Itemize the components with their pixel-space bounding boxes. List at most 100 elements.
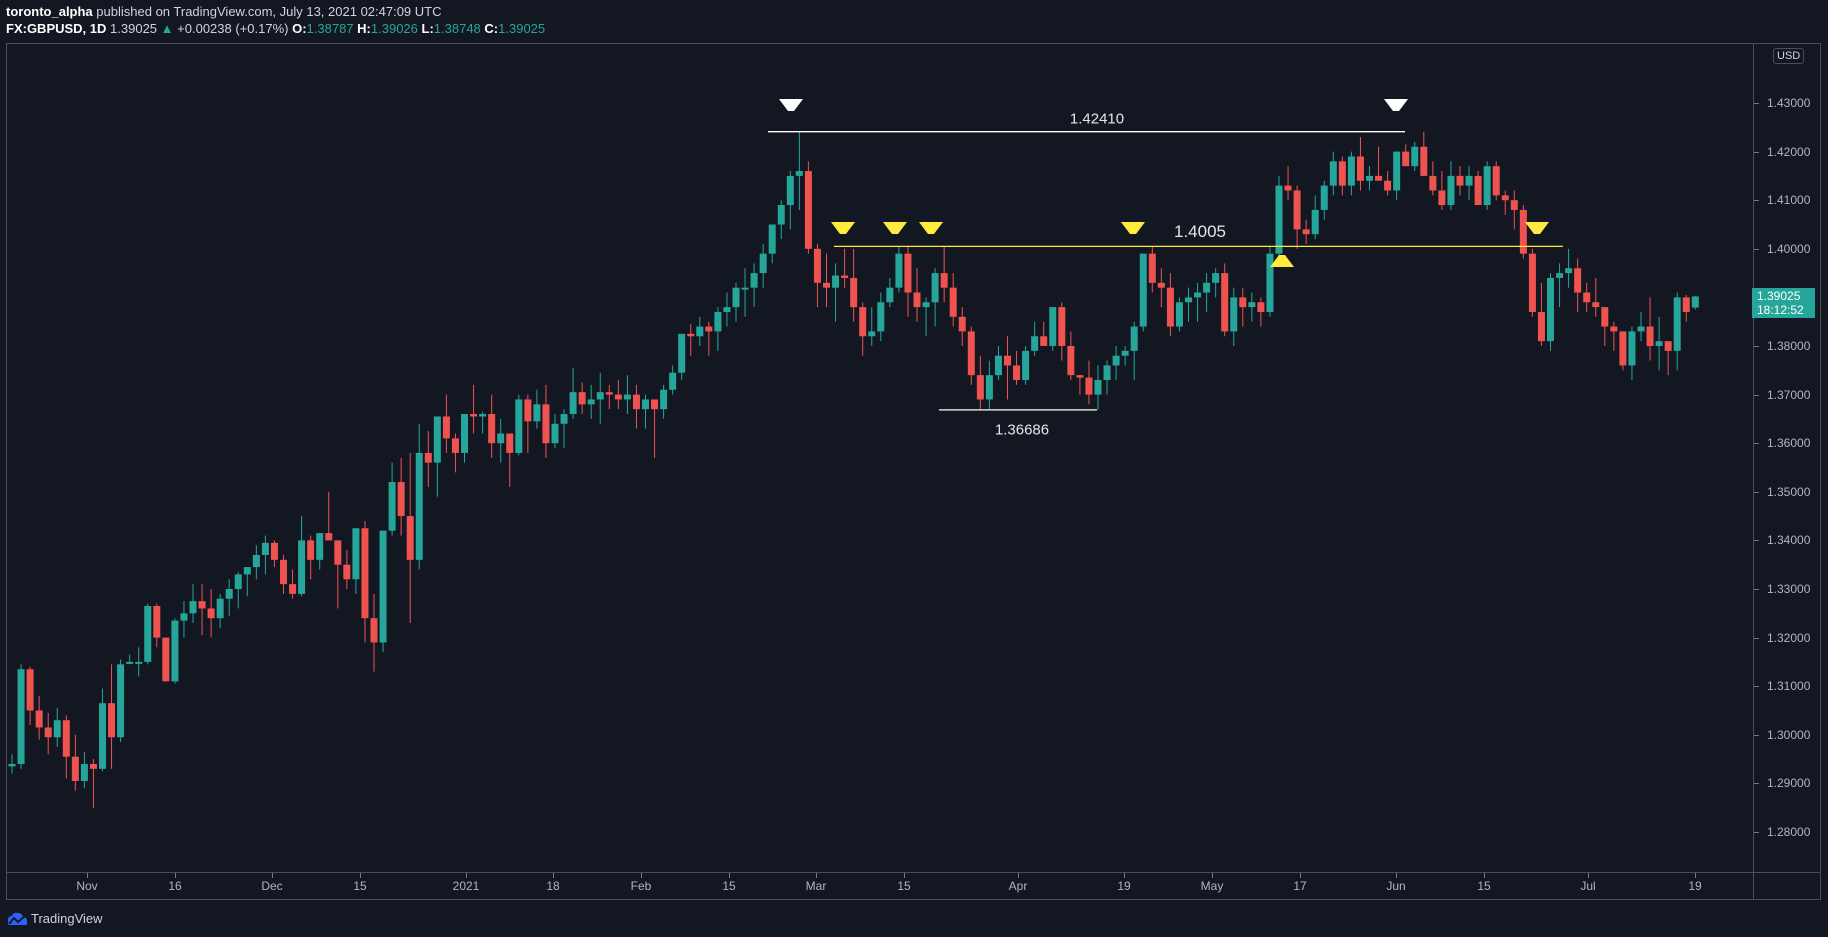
time-tick [816, 873, 817, 878]
bearish-candle [1601, 307, 1609, 346]
symbol-title[interactable]: FX:GBPUSD, 1D [6, 21, 107, 36]
last-price: 1.39025 [110, 21, 158, 36]
arrow-up-marker-icon[interactable] [1270, 255, 1294, 267]
chart-frame [6, 43, 1821, 900]
price-tick [1754, 200, 1759, 202]
bearish-candle [542, 384, 550, 458]
arrow-down-marker-icon[interactable] [919, 222, 943, 234]
bearish-candle [614, 380, 622, 410]
bullish-candle [1691, 295, 1699, 310]
bullish-candle [1139, 253, 1147, 332]
tradingview-cloud-icon [8, 912, 27, 925]
price-tick-label: 1.28000 [1767, 825, 1811, 839]
arrow-down-marker-icon[interactable] [779, 99, 803, 111]
bearish-candle [1157, 268, 1165, 308]
price-tick-label: 1.34000 [1767, 533, 1811, 548]
bearish-candle [1528, 248, 1536, 317]
time-tick [1124, 873, 1125, 878]
price-tick-label: 1.42000 [1767, 144, 1811, 159]
bullish-candle [623, 375, 631, 415]
bullish-candle [243, 567, 251, 597]
currency-badge[interactable]: USD [1773, 48, 1805, 64]
bullish-candle [1411, 141, 1419, 172]
time-tick-label: 19 [1117, 879, 1131, 893]
bullish-candle [252, 545, 260, 580]
bullish-candle [714, 307, 722, 351]
arrow-down-marker-icon[interactable] [1121, 222, 1145, 234]
bullish-candle [126, 654, 134, 665]
bullish-candle [1275, 175, 1283, 259]
arrow-down-marker-icon[interactable] [1525, 222, 1549, 234]
bullish-candle [1347, 151, 1355, 196]
bullish-candle [298, 516, 306, 597]
time-tick-label: 2021 [452, 879, 480, 893]
bullish-candle [1447, 161, 1455, 210]
bearish-candle [270, 540, 278, 568]
bullish-candle [352, 528, 360, 594]
time-tick-label: Nov [76, 879, 98, 893]
time-tick [553, 873, 554, 878]
bearish-candle [1302, 219, 1310, 244]
close-label: C: [484, 21, 499, 36]
tradingview-logo[interactable]: TradingView [6, 911, 103, 926]
bullish-candle [1031, 321, 1039, 356]
bearish-candle [976, 355, 984, 410]
arrow-down-marker-icon[interactable] [831, 222, 855, 234]
bullish-candle [795, 131, 803, 210]
bearish-candle [1402, 144, 1410, 167]
bullish-candle [1212, 268, 1220, 298]
bullish-candle [868, 307, 876, 346]
author-name[interactable]: toronto_alpha [6, 4, 93, 19]
bearish-candle [1592, 277, 1600, 317]
bearish-candle [859, 302, 867, 356]
bullish-candle [569, 367, 577, 419]
bullish-candle [225, 579, 233, 616]
bearish-candle [162, 637, 170, 682]
bearish-candle [451, 433, 459, 473]
publish-info: toronto_alpha published on TradingView.c… [6, 4, 442, 19]
price-tick-label: 1.33000 [1767, 582, 1811, 596]
bullish-candle [135, 647, 143, 677]
bearish-candle [813, 243, 821, 308]
bearish-candle [578, 382, 586, 415]
brand-name: TradingView [31, 911, 103, 926]
bearish-candle [1375, 146, 1383, 181]
time-tick-label: 15 [353, 879, 367, 893]
price-tick [1754, 491, 1759, 493]
low-annotation: 1.36686 [994, 421, 1050, 439]
time-tick [904, 873, 905, 878]
bullish-candle [1673, 292, 1681, 371]
bearish-candle [1574, 258, 1582, 312]
bullish-candle [660, 384, 668, 419]
time-tick [1695, 873, 1696, 878]
bullish-candle [832, 263, 840, 322]
time-tick-label: Feb [630, 879, 652, 893]
bearish-candle [605, 384, 613, 410]
bullish-candle [1320, 180, 1328, 220]
arrow-down-marker-icon[interactable] [1384, 99, 1408, 111]
bullish-candle [669, 365, 677, 395]
price-tick-label: 1.36000 [1767, 436, 1811, 451]
bullish-candle [741, 268, 749, 317]
time-tick-label: 15 [1477, 879, 1491, 893]
bullish-candle [261, 535, 269, 575]
time-tick [1484, 873, 1485, 878]
bearish-candle [1148, 246, 1156, 293]
bullish-candle [750, 263, 758, 308]
bullish-candle [117, 659, 125, 743]
bearish-candle [153, 603, 161, 648]
bearish-candle [1257, 297, 1265, 327]
bullish-candle [1248, 292, 1256, 322]
bullish-candle [180, 601, 188, 638]
bearish-candle [506, 433, 514, 487]
open-value: 1.38787 [306, 21, 354, 36]
time-tick-label: Dec [261, 879, 283, 893]
bearish-candle [1474, 171, 1482, 206]
bullish-candle [1022, 346, 1030, 385]
bullish-candle [732, 282, 740, 322]
high-label: H: [357, 21, 371, 36]
arrow-down-marker-icon[interactable] [883, 222, 907, 234]
time-tick-label: May [1200, 879, 1224, 893]
bearish-candle [71, 734, 79, 791]
